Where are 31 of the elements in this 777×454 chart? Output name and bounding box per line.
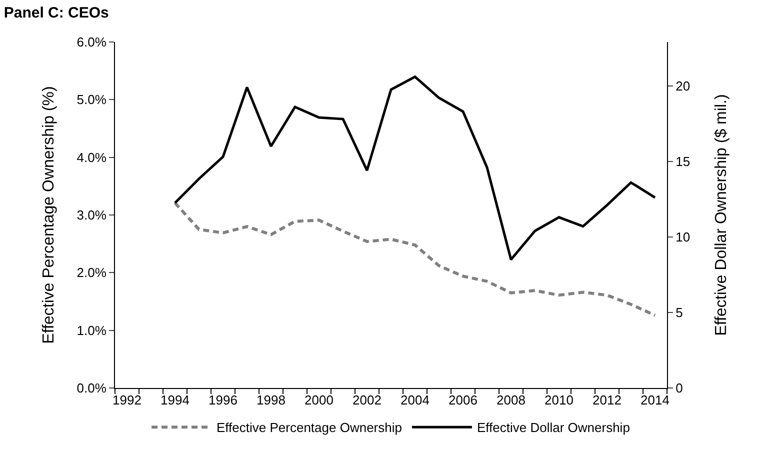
y2-tick-label: 10 [676, 229, 690, 244]
y-tick-label: 0.0% [76, 380, 107, 396]
y-tick-label: 2.0% [76, 265, 107, 280]
chart-title: Panel C: CEOs [4, 4, 109, 22]
y-tick-label: 6.0% [76, 34, 107, 50]
y-tick-label: 5.0% [76, 92, 107, 108]
legend-label: Effective Percentage Ownership [216, 420, 402, 436]
y2-tick-label: 15 [676, 154, 690, 169]
x-tick-label: 1996 [208, 392, 238, 408]
y-axis-title: Effective Percentage Ownership (%) [40, 86, 58, 344]
x-tick-label: 2012 [592, 392, 622, 408]
x-tick-label: 1998 [256, 392, 286, 408]
y2-tick-label: 5 [676, 305, 683, 320]
y2-tick-label: 0 [676, 380, 683, 396]
x-tick-label: 2000 [304, 392, 334, 408]
line-series [174, 201, 656, 317]
line-series [174, 76, 656, 261]
x-tick-label: 2004 [400, 392, 430, 408]
x-tick-label: 2010 [544, 392, 574, 408]
x-tick-label: 2002 [352, 392, 382, 408]
x-tick-label: 1994 [160, 392, 190, 408]
y2-tick-label: 20 [676, 78, 690, 94]
x-tick-label: 2014 [640, 392, 670, 408]
x-tick-label: 1992 [112, 392, 142, 408]
y-tick-label: 3.0% [76, 208, 107, 223]
legend-label: Effective Dollar Ownership [476, 420, 630, 436]
y-tick-label: 4.0% [76, 150, 107, 165]
x-tick-label: 2008 [496, 392, 526, 408]
x-tick-label: 2006 [448, 392, 478, 408]
y2-axis-title: Effective Dollar Ownership ($ mil.) [712, 94, 730, 336]
y-tick-label: 1.0% [76, 322, 107, 338]
